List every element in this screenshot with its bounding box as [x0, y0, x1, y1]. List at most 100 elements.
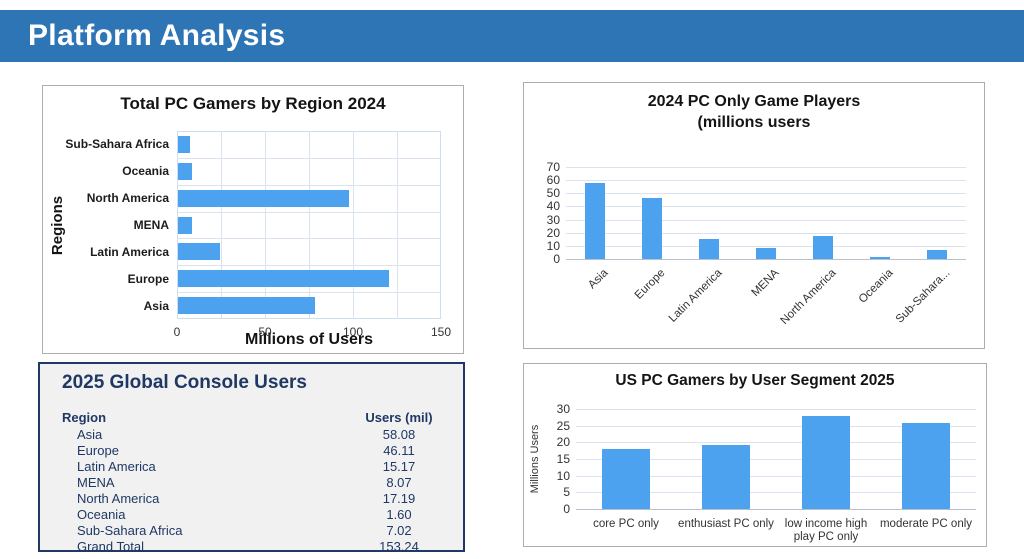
region-cell: MENA: [77, 474, 115, 490]
bar-europe: [178, 270, 390, 288]
y-tick-20: 20: [556, 435, 570, 450]
y-tick-15: 15: [556, 452, 570, 466]
region-cell: Sub-Sahara Africa: [77, 522, 183, 538]
gridline-v: [221, 131, 222, 319]
page-title: Platform Analysis: [28, 19, 286, 52]
x-category-asia: Asia: [585, 267, 611, 292]
gridline-10: [576, 475, 976, 477]
bar-mena: [756, 248, 776, 259]
x-axis-title: Millions of Users: [244, 331, 374, 348]
y-tick-0: 0: [553, 252, 560, 266]
chart-title-line2: (millions users: [697, 114, 811, 131]
bar-sub-sahara: [927, 249, 948, 259]
gridline-h: [177, 211, 441, 213]
region-cell: Grand Total: [77, 538, 144, 554]
value-cell: 46.11: [383, 442, 415, 458]
bar-north-america: [813, 236, 834, 259]
x-category-oceania: Oceania: [857, 267, 896, 306]
region-cell: Asia: [77, 426, 103, 442]
category-label-latin-america: Latin America: [90, 244, 169, 259]
table-row: Sub-Sahara Africa 7.02: [40, 522, 463, 538]
bar-core-pc-only: [602, 449, 650, 509]
table-title: 2025 Global Console Users: [62, 372, 307, 393]
value-cell: 7.02: [386, 522, 412, 538]
category-label-europe: Europe: [127, 271, 169, 286]
region-cell: Europe: [77, 442, 119, 458]
gridline-20: [566, 232, 966, 234]
x-tick-0: 0: [173, 325, 181, 339]
gridline-v: [397, 131, 398, 319]
y-tick-5: 5: [563, 485, 570, 500]
gridline-h: [177, 265, 441, 267]
category-label-asia: Asia: [143, 298, 169, 313]
x-tick-50: 50: [258, 325, 272, 339]
x-category-latin-america: Latin America: [666, 267, 725, 325]
y-tick-70: 70: [546, 160, 560, 174]
chart-title: 2024 PC Only Game Players (millions user…: [524, 91, 984, 133]
x-category-sub-sahara: Sub-Sahara...: [894, 267, 953, 326]
bar-latin-america: [178, 243, 221, 261]
gridline-v: [265, 131, 266, 319]
x-category-europe: Europe: [632, 267, 668, 302]
gridline-5: [576, 492, 976, 494]
gridline-25: [576, 425, 976, 427]
x-tick-150: 150: [430, 325, 452, 339]
panel-us-pc-gamers-chart: US PC Gamers by User Segment 2025 Millio…: [523, 363, 987, 547]
x-category-north-america: North America: [778, 267, 839, 328]
gridline-40: [566, 206, 966, 208]
gridline-20: [576, 442, 976, 444]
region-cell: Oceania: [77, 506, 126, 522]
gridline-h: [177, 238, 441, 240]
x-category-enthusiast-pc-only: enthusiast PC only: [678, 518, 774, 530]
gridline-h: [177, 292, 441, 294]
table-row: Asia 58.08: [40, 426, 463, 442]
column-header-region: Region: [62, 410, 107, 425]
y-tick-10: 10: [556, 468, 570, 483]
table-row: MENA 8.07: [40, 474, 463, 490]
value-cell: 1.60: [386, 506, 412, 522]
gridline-30: [566, 219, 966, 221]
gridline-0: [576, 509, 976, 510]
y-tick-30: 30: [556, 402, 570, 416]
bar-moderate-pc-only: [902, 423, 950, 509]
region-cell: Latin America: [77, 458, 156, 474]
gridline-0: [566, 259, 966, 260]
category-label-north-america: North America: [86, 191, 169, 206]
y-tick-60: 60: [546, 173, 560, 188]
header-bar: Platform Analysis: [0, 10, 1024, 62]
bar-latin-america: [698, 239, 719, 259]
bar-oceania: [178, 162, 193, 180]
category-label-oceania: Oceania: [122, 164, 169, 179]
table-row: Oceania 1.60: [40, 506, 463, 522]
value-cell: 153.24: [379, 538, 419, 554]
bar-low-income-high-play-pc-only: [802, 415, 850, 509]
bar-asia: [584, 182, 605, 259]
x-category-low-income-high-play-pc-only: low income high play PC only: [784, 518, 868, 543]
category-label-sub-sahara-africa: Sub-Sahara Africa: [65, 137, 169, 152]
gridline-v: [353, 131, 354, 319]
bar-north-america: [178, 189, 349, 207]
bar-oceania: [870, 256, 891, 259]
gridline-v: [309, 131, 310, 319]
y-tick-50: 50: [546, 186, 560, 201]
x-category-moderate-pc-only: moderate PC only: [879, 518, 973, 530]
gridline-h: [177, 157, 441, 159]
table-row: North America 17.19: [40, 490, 463, 506]
value-cell: 58.08: [382, 426, 416, 442]
gridline-30: [576, 409, 976, 410]
chart-title-line1: 2024 PC Only Game Players: [647, 93, 861, 110]
gridline-70: [566, 167, 966, 168]
category-label-mena: MENA: [133, 218, 169, 233]
gridline-h: [177, 184, 441, 186]
y-tick-25: 25: [556, 418, 570, 433]
bar-europe: [641, 198, 662, 259]
y-tick-30: 30: [546, 212, 560, 227]
chart-title: Total PC Gamers by Region 2024: [120, 94, 386, 113]
value-cell: 15.17: [382, 458, 416, 474]
gridline-15: [576, 459, 976, 460]
table-header-row: Region Users (mil): [40, 410, 463, 425]
panel-console-users-table: 2025 Global Console Users Region Users (…: [38, 362, 465, 554]
panel-pc-only-players-chart: 2024 PC Only Game Players (millions user…: [523, 82, 985, 349]
x-tick-100: 100: [342, 325, 364, 339]
region-cell: North America: [77, 490, 160, 506]
